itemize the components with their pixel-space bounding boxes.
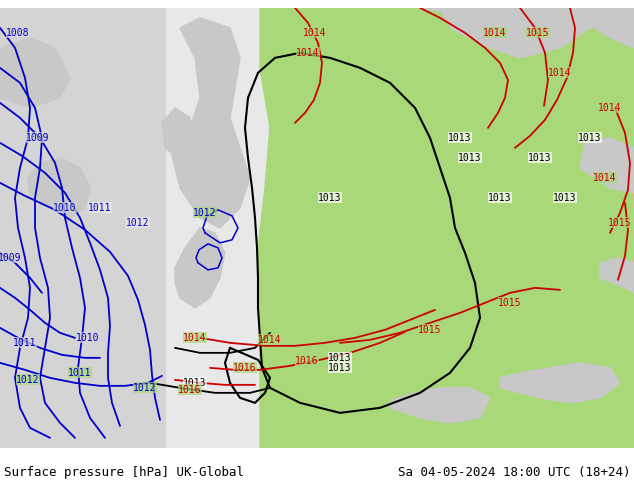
- Text: 1012: 1012: [16, 375, 40, 385]
- Text: 1010: 1010: [53, 203, 77, 213]
- Text: Sa 04-05-2024 18:00 UTC (18+24): Sa 04-05-2024 18:00 UTC (18+24): [398, 466, 630, 479]
- Text: 1014: 1014: [303, 28, 327, 38]
- Text: 1010: 1010: [76, 333, 100, 343]
- Text: Surface pressure [hPa] UK-Global: Surface pressure [hPa] UK-Global: [4, 466, 244, 479]
- Text: 1014: 1014: [183, 333, 207, 343]
- Text: 1013: 1013: [528, 153, 552, 163]
- Text: 1012: 1012: [126, 218, 150, 228]
- Polygon shape: [170, 18, 250, 228]
- Polygon shape: [400, 8, 634, 58]
- Text: 1014: 1014: [548, 68, 572, 78]
- Text: 1013: 1013: [553, 193, 577, 203]
- Text: 1013: 1013: [183, 378, 207, 388]
- Polygon shape: [370, 8, 450, 33]
- Text: 1013: 1013: [458, 153, 482, 163]
- Text: 1013: 1013: [328, 353, 352, 363]
- Polygon shape: [162, 108, 195, 163]
- Text: 1011: 1011: [88, 203, 112, 213]
- Text: 1009: 1009: [0, 253, 22, 263]
- Polygon shape: [600, 258, 634, 293]
- Polygon shape: [550, 8, 634, 48]
- Text: 1014: 1014: [593, 173, 617, 183]
- Polygon shape: [310, 8, 500, 88]
- Text: 1015: 1015: [498, 298, 522, 308]
- Text: 1014: 1014: [258, 335, 281, 345]
- Text: 1009: 1009: [26, 133, 49, 143]
- Text: 1011: 1011: [13, 338, 37, 348]
- Text: 1014: 1014: [483, 28, 507, 38]
- Text: 1015: 1015: [526, 28, 550, 38]
- Polygon shape: [500, 363, 620, 403]
- Polygon shape: [175, 228, 225, 308]
- Text: 1015: 1015: [608, 218, 631, 228]
- Polygon shape: [28, 158, 90, 218]
- Polygon shape: [260, 8, 634, 388]
- Text: 1015: 1015: [418, 325, 442, 335]
- Text: 1013: 1013: [578, 133, 602, 143]
- Polygon shape: [258, 8, 634, 448]
- Polygon shape: [0, 38, 70, 108]
- Text: 1012: 1012: [193, 208, 217, 218]
- Text: 1013: 1013: [448, 133, 472, 143]
- Text: 1013: 1013: [318, 193, 342, 203]
- Text: 1016: 1016: [295, 356, 319, 366]
- Text: 1013: 1013: [488, 193, 512, 203]
- Text: 1016: 1016: [233, 363, 257, 373]
- Text: 1014: 1014: [598, 103, 622, 113]
- Polygon shape: [580, 138, 634, 193]
- Polygon shape: [390, 388, 490, 423]
- Text: 1013: 1013: [328, 363, 352, 373]
- Text: 1008: 1008: [6, 28, 30, 38]
- Polygon shape: [0, 8, 165, 448]
- Text: 1016: 1016: [178, 385, 202, 395]
- Text: 1014: 1014: [296, 48, 320, 58]
- Text: 1012: 1012: [133, 383, 157, 393]
- Text: 1011: 1011: [68, 368, 92, 378]
